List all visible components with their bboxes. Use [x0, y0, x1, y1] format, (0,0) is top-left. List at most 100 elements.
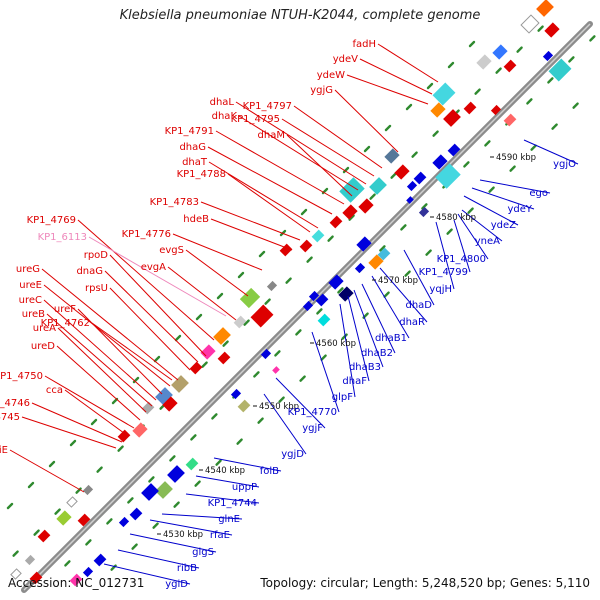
gene-label[interactable]: ureG	[16, 264, 40, 275]
gene-feature-block	[132, 422, 148, 438]
gene-leader-line	[185, 493, 260, 504]
gene-feature-block	[430, 102, 446, 118]
gene-label[interactable]: dhaF	[342, 376, 367, 387]
gene-label[interactable]: KP1_6113	[38, 232, 87, 243]
gene-label[interactable]: rfaE	[210, 530, 230, 541]
gene-label[interactable]: KP1_4799	[419, 267, 468, 278]
gene-label[interactable]: ureB	[22, 309, 45, 320]
gene-label[interactable]: ygiE	[0, 445, 8, 456]
track-tick	[64, 560, 71, 567]
track-tick	[111, 397, 119, 405]
gene-label[interactable]: KP1_4797	[243, 101, 292, 112]
gene-feature-block	[492, 44, 508, 60]
gene-leader-line	[167, 266, 237, 321]
gene-label[interactable]: cca	[46, 385, 63, 396]
gene-label[interactable]: uppP	[232, 482, 257, 493]
gene-feature-block	[311, 229, 325, 243]
track-tick	[488, 186, 495, 193]
gene-leader-line	[77, 219, 215, 341]
gene-leader-line	[286, 134, 353, 197]
track-tick	[299, 375, 306, 382]
gene-label[interactable]: dnaG	[76, 266, 103, 277]
gene-label[interactable]: ureD	[31, 341, 55, 352]
track-tick	[369, 193, 376, 200]
gene-label[interactable]: KP1_4745	[0, 412, 20, 423]
gene-label[interactable]: dhaG	[179, 142, 206, 153]
gene-label[interactable]: dhaB1	[375, 333, 407, 344]
gene-label[interactable]: ygiD	[165, 579, 188, 590]
gene-leader-line	[453, 219, 471, 273]
gene-label[interactable]: dhaL	[210, 97, 235, 108]
track-tick	[153, 355, 161, 363]
gene-feature-block	[356, 236, 372, 252]
gene-feature-block	[56, 510, 72, 526]
track-tick	[342, 166, 350, 174]
kbp-tick-label: 4550 kbp	[259, 402, 299, 412]
gene-label[interactable]: yneA	[475, 236, 500, 247]
gene-label[interactable]: evgA	[141, 262, 166, 273]
gene-label[interactable]: KP1_4795	[231, 114, 280, 125]
gene-label[interactable]: KP1_4746	[0, 398, 30, 409]
gene-feature-block	[24, 554, 36, 566]
gene-label[interactable]: ygjF	[302, 423, 323, 434]
gene-label[interactable]: dhaB3	[349, 362, 381, 373]
gene-label[interactable]: ureC	[19, 295, 42, 306]
gene-leader-line	[293, 105, 383, 169]
track-tick	[446, 228, 453, 235]
gene-feature-block	[10, 568, 22, 580]
gene-label[interactable]: folB	[260, 466, 279, 477]
feature-layer	[10, 0, 572, 587]
gene-label[interactable]: glpF	[332, 392, 353, 403]
gene-label[interactable]: hdeB	[183, 214, 209, 225]
track-tick	[148, 476, 155, 483]
gene-label[interactable]: dhaK	[212, 111, 238, 122]
gene-label[interactable]: rpsU	[85, 283, 108, 294]
gene-label[interactable]: fadH	[352, 39, 376, 50]
gene-label[interactable]: KP1_4750	[0, 371, 43, 382]
gene-label[interactable]: KP1_4762	[41, 318, 90, 329]
gene-label[interactable]: ribB	[177, 563, 197, 574]
gene-label[interactable]: ydeY	[507, 204, 532, 215]
track-tick	[537, 25, 544, 32]
gene-label[interactable]: ego	[529, 188, 548, 199]
gene-label[interactable]: glnE	[218, 514, 240, 525]
gene-leader-line	[461, 209, 503, 242]
gene-label[interactable]: ygjO	[553, 159, 576, 170]
gene-label[interactable]: ydeW	[317, 70, 345, 81]
gene-label[interactable]: glgS	[192, 547, 214, 558]
track-tick	[27, 481, 35, 489]
gene-label[interactable]: dhaM	[258, 130, 285, 141]
gene-label[interactable]: ureE	[19, 280, 42, 291]
gene-label[interactable]: KP1_4800	[437, 254, 486, 265]
gene-leader-line	[46, 313, 153, 407]
gene-label[interactable]: dhaR	[399, 317, 425, 328]
gene-label[interactable]: dhaD	[405, 300, 432, 311]
gene-label[interactable]: rpoD	[84, 250, 109, 261]
gene-label[interactable]: ygjG	[310, 85, 333, 96]
gene-label[interactable]: dhaB2	[361, 348, 393, 359]
gene-label[interactable]: ureA	[33, 323, 56, 334]
gene-label[interactable]: KP1_4769	[27, 215, 76, 226]
gene-label[interactable]: KP1_4783	[150, 197, 199, 208]
gene-label[interactable]: KP1_4788	[177, 169, 226, 180]
gene-feature-block	[239, 287, 261, 309]
gene-feature-block	[233, 315, 247, 329]
gene-label[interactable]: KP1_4776	[122, 229, 171, 240]
gene-label[interactable]: KP1_4791	[165, 126, 214, 137]
gene-label[interactable]: evgS	[159, 245, 184, 256]
gene-label[interactable]: ygjD	[281, 449, 304, 460]
gene-label[interactable]: dhaT	[182, 157, 208, 168]
track-tick	[384, 124, 392, 132]
track-tick	[264, 298, 271, 305]
gene-label[interactable]: yqjH	[429, 284, 452, 295]
gene-feature-block	[354, 262, 366, 274]
gene-label[interactable]: ydeZ	[491, 220, 516, 231]
track-tick	[257, 417, 264, 424]
gene-leader-line	[334, 89, 399, 153]
gene-label[interactable]: KP1_4770	[288, 407, 337, 418]
gene-label[interactable]: ydeV	[333, 54, 358, 65]
gene-feature-block	[490, 104, 502, 116]
gene-label[interactable]: KP1_4744	[208, 498, 257, 509]
gene-label[interactable]: ureF	[54, 304, 76, 315]
gene-leader-line	[207, 146, 333, 215]
